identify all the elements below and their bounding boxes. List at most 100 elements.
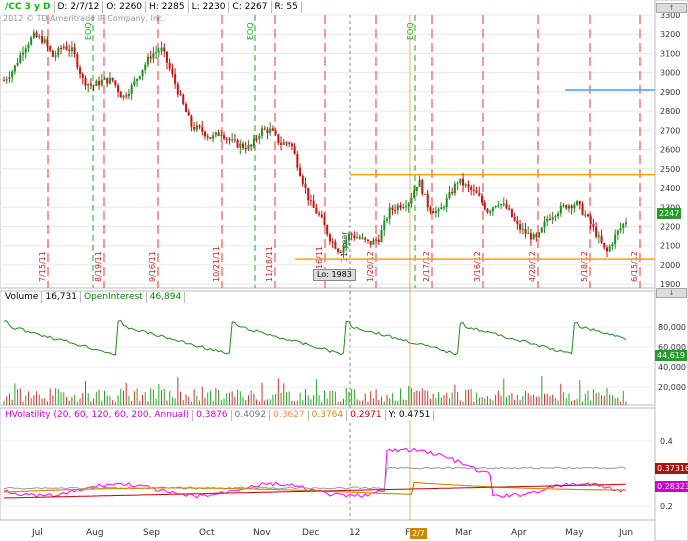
candle-body — [353, 235, 356, 238]
price-tick-label: 2100 — [660, 242, 680, 251]
price-tick-label: 3300 — [660, 11, 680, 20]
price-tick-label: 2200 — [660, 222, 680, 231]
candle-body — [402, 206, 405, 208]
volume-tick-label: 20,000 — [658, 383, 686, 392]
candle-body — [73, 47, 76, 55]
candle-body — [233, 139, 236, 141]
candle-body — [274, 130, 277, 135]
candle-body — [429, 207, 432, 212]
candle-body — [529, 233, 532, 240]
candle-body — [592, 224, 595, 227]
candle-body — [304, 183, 307, 188]
candle-body — [510, 208, 513, 218]
oi-tag: 44,619 — [655, 350, 687, 361]
candle-body — [309, 200, 312, 202]
candle-body — [559, 205, 562, 214]
candle-body — [117, 85, 120, 93]
candle-body — [570, 205, 573, 209]
candle-body — [98, 81, 101, 86]
candle-body — [494, 205, 497, 208]
candle-body — [288, 142, 291, 144]
candle-body — [383, 220, 386, 231]
hv-value-5: 0.2971 — [347, 410, 386, 421]
candle-body — [176, 83, 179, 95]
volume-tick-label: 60,000 — [658, 343, 686, 352]
candle-body — [437, 209, 440, 212]
candle-body — [424, 193, 427, 195]
expiry-label: 11/18/11 — [265, 246, 274, 282]
candle-body — [46, 39, 49, 47]
candle-body — [171, 68, 174, 75]
candle-body — [141, 69, 144, 77]
candle-body — [214, 132, 217, 136]
candle-body — [472, 190, 475, 192]
month-label: Sep — [143, 528, 160, 538]
candle-body — [179, 94, 182, 96]
month-label: Aug — [86, 528, 104, 538]
candle-body — [489, 211, 492, 213]
oi-label[interactable]: OpenInterest — [80, 292, 147, 303]
candle-body — [524, 228, 527, 234]
candle-body — [114, 80, 117, 86]
eoq-label: EOQ — [246, 22, 255, 40]
candle-body — [111, 77, 114, 81]
hv-tag-2: 0.28323 — [655, 481, 688, 492]
price-tick-label: 2900 — [660, 88, 680, 97]
volume-label[interactable]: Volume — [2, 292, 43, 303]
hv-value-3: 0.3627 — [270, 410, 309, 421]
candle-body — [206, 136, 209, 138]
candle-body — [228, 138, 231, 141]
candle-body — [432, 211, 435, 214]
candle-body — [459, 178, 462, 184]
candle-body — [266, 129, 269, 134]
symbol-label[interactable]: /CC 3 y D — [2, 1, 55, 13]
candle-body — [54, 55, 57, 57]
candle-body — [372, 239, 375, 245]
candle-body — [434, 211, 437, 214]
date-marker: 2/7 — [410, 528, 427, 539]
candle-body — [546, 218, 549, 222]
candle-body — [280, 142, 283, 145]
candle-body — [535, 234, 538, 238]
low-label: Lo: 1983 — [313, 269, 356, 281]
candle-body — [342, 245, 345, 253]
candle-body — [8, 77, 11, 80]
candle-body — [337, 248, 340, 253]
candle-body — [125, 95, 128, 97]
scroll-up-button[interactable]: ↑ — [656, 3, 687, 13]
candle-body — [252, 138, 255, 147]
candle-body — [470, 186, 473, 191]
candle-body — [49, 46, 52, 51]
candle-body — [364, 237, 367, 240]
candle-body — [81, 73, 84, 78]
candle-body — [84, 77, 87, 86]
candle-body — [369, 241, 372, 245]
hv-tick-label: 0.4 — [660, 437, 673, 446]
candle-body — [100, 79, 103, 86]
candle-body — [407, 203, 410, 207]
candle-body — [157, 51, 160, 53]
candle-body — [263, 128, 266, 130]
eoq-label: EOQ — [84, 22, 93, 40]
candle-body — [567, 205, 570, 209]
candle-body — [361, 237, 364, 239]
candle-body — [456, 183, 459, 185]
candle-body — [404, 206, 407, 208]
candle-body — [388, 207, 391, 219]
month-label: Oct — [199, 528, 215, 538]
hv-label[interactable]: HVolatility (20, 60, 120, 60, 200, Annua… — [2, 410, 194, 421]
candle-body — [605, 247, 608, 252]
candle-body — [195, 125, 198, 130]
candle-body — [65, 46, 68, 50]
hv-line-2 — [3, 466, 627, 490]
candle-body — [538, 232, 541, 238]
candle-body — [366, 239, 369, 242]
candle-body — [258, 135, 261, 139]
high-readout: H: 2285 — [146, 1, 189, 13]
volume-panel — [0, 290, 656, 406]
month-label: Apr — [511, 528, 527, 538]
candle-body — [508, 208, 511, 210]
price-tick-label: 2000 — [660, 261, 680, 270]
candle-body — [323, 217, 326, 226]
scroll-down-button[interactable]: ↓ — [656, 288, 687, 298]
